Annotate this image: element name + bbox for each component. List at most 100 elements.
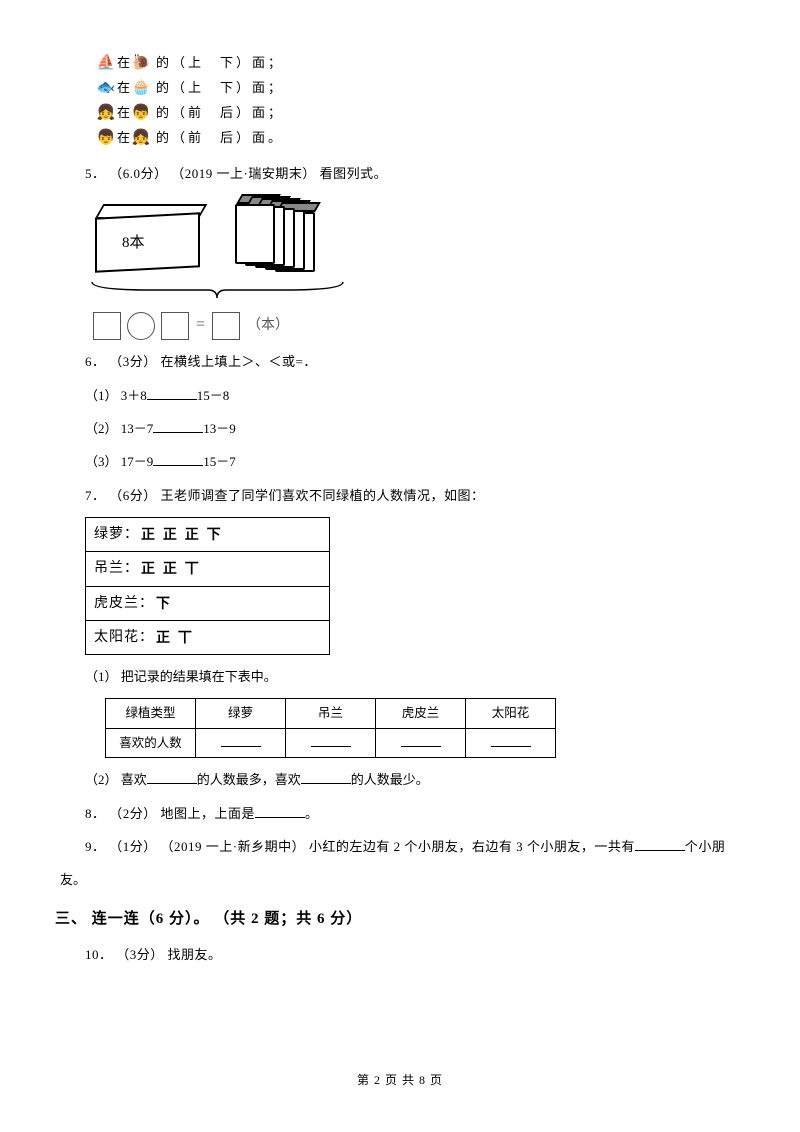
q-number: 5．: [85, 166, 106, 181]
table-header: 吊兰: [286, 699, 376, 729]
question-5: 5． （6.0分） （2019 一上·瑞安期末） 看图列式。: [85, 162, 745, 185]
blank-circle[interactable]: [127, 312, 155, 340]
fill-blank[interactable]: [311, 733, 351, 747]
file-icon: [235, 204, 275, 264]
fill-blank[interactable]: [635, 837, 685, 851]
table-row: 喜欢的人数: [106, 728, 556, 758]
q-points: （6.0分）: [109, 166, 167, 181]
q-points: （1分）: [109, 839, 157, 854]
item-left: 13－7: [121, 421, 154, 436]
fill-blank[interactable]: [255, 804, 305, 818]
icon-snail: 🐌: [130, 52, 152, 74]
icon-boy: 👦: [130, 102, 152, 124]
q-number: 9．: [85, 839, 106, 854]
fill-blank[interactable]: [153, 452, 203, 466]
equation-row: = （本）: [90, 311, 745, 340]
table-cell[interactable]: [466, 728, 556, 758]
page-footer: 第 2 页 共 8 页: [0, 1070, 800, 1092]
plant-name: 虎皮兰：: [94, 591, 154, 616]
text: 的人数最少。: [351, 772, 429, 787]
icon-boat: ⛵: [95, 52, 117, 74]
text: 在: [117, 126, 130, 149]
table-header: 虎皮兰: [376, 699, 466, 729]
equation-unit: （本）: [247, 313, 289, 338]
position-row: 👦 在 👧 的（前 后）面。: [95, 126, 745, 150]
item-label: （3）: [85, 454, 118, 469]
q6-item: （2） 13－7 13－9: [85, 417, 745, 440]
q-number: 8．: [85, 806, 106, 821]
tally-marks: 下: [156, 591, 172, 616]
icon-cake: 🧁: [130, 77, 152, 99]
tally-marks: 正 正 正 下: [141, 522, 223, 547]
q7-sub2: （2） 喜欢 的人数最多，喜欢 的人数最少。: [85, 768, 745, 791]
fill-blank[interactable]: [221, 733, 261, 747]
question-7: 7． （6分） 王老师调查了同学们喜欢不同绿植的人数情况，如图：: [85, 484, 745, 507]
table-cell[interactable]: [376, 728, 466, 758]
fill-blank[interactable]: [301, 770, 351, 784]
box-8: [95, 213, 200, 274]
position-exercise-block: ⛵ 在 🐌 的（上 下）面； 🐟 在 🧁 的（上 下）面； 👧 在 👦 的（前 …: [95, 51, 745, 150]
fill-blank[interactable]: [401, 733, 441, 747]
fill-blank[interactable]: [147, 386, 197, 400]
plant-name: 绿萝：: [94, 522, 139, 547]
q-text: 地图上，上面是: [161, 806, 256, 821]
q6-item: （1） 3＋815－8: [85, 384, 745, 407]
blank-square[interactable]: [212, 312, 240, 340]
table-cell[interactable]: [196, 728, 286, 758]
q-text: 小红的左边有 2 个小朋友，右边有 3 个小朋友，一共有: [309, 839, 635, 854]
blank-square[interactable]: [93, 312, 121, 340]
table-header: 绿植类型: [106, 699, 196, 729]
text: 个小朋: [685, 839, 726, 854]
tally-row: 太阳花： 正 丅: [86, 621, 329, 654]
q-source: （2019 一上·新乡期中）: [161, 839, 306, 854]
text: 的（前 后）面；: [156, 101, 284, 124]
q-text: 王老师调查了同学们喜欢不同绿植的人数情况，如图：: [161, 488, 485, 503]
question-6: 6． （3分） 在横线上填上＞、＜或=．: [85, 350, 745, 373]
plant-name: 吊兰：: [94, 556, 139, 581]
q-points: （6分）: [109, 488, 157, 503]
q-text: 找朋友。: [168, 947, 222, 962]
q7-sub1: （1） 把记录的结果填在下表中。: [85, 665, 745, 688]
text: 。: [305, 806, 319, 821]
table-header: 绿萝: [196, 699, 286, 729]
text: 在: [117, 51, 130, 74]
item-right: 13－9: [203, 421, 236, 436]
equals-sign: =: [196, 311, 205, 340]
position-row: 🐟 在 🧁 的（上 下）面；: [95, 76, 745, 100]
tally-row: 虎皮兰： 下: [86, 587, 329, 621]
fill-blank[interactable]: [491, 733, 531, 747]
tally-row: 绿萝： 正 正 正 下: [86, 518, 329, 552]
table-header-row: 绿植类型 绿萝 吊兰 虎皮兰 太阳花: [106, 699, 556, 729]
position-row: ⛵ 在 🐌 的（上 下）面；: [95, 51, 745, 75]
item-right: 15－8: [197, 388, 230, 403]
text: （2） 喜欢: [85, 772, 147, 787]
blank-square[interactable]: [161, 312, 189, 340]
data-table: 绿植类型 绿萝 吊兰 虎皮兰 太阳花 喜欢的人数: [105, 698, 556, 758]
icon-fish: 🐟: [95, 77, 117, 99]
item-left: 3＋8: [121, 388, 147, 403]
item-left: 17－9: [121, 454, 154, 469]
question-10: 10． （3分） 找朋友。: [85, 943, 745, 966]
tally-marks: 正 正 丅: [141, 556, 201, 581]
item-label: （2）: [85, 421, 118, 436]
fill-blank[interactable]: [153, 419, 203, 433]
table-row-label: 喜欢的人数: [106, 728, 196, 758]
q6-item: （3） 17－9 15－7: [85, 450, 745, 473]
fill-blank[interactable]: [147, 770, 197, 784]
figure-books: 8本: [90, 195, 350, 305]
text: 的人数最多，喜欢: [197, 772, 301, 787]
section-heading: 三、 连一连（6 分）。 （共 2 题；共 6 分）: [55, 906, 745, 933]
item-right: 15－7: [203, 454, 236, 469]
question-8: 8． （2分） 地图上，上面是。: [85, 802, 745, 825]
question-9-cont: 友。: [60, 868, 745, 891]
q-points: （3分）: [116, 947, 164, 962]
text: 的（上 下）面；: [156, 76, 284, 99]
q-points: （3分）: [109, 354, 157, 369]
q-text: 在横线上填上＞、＜或=．: [161, 354, 317, 369]
q-text: 看图列式。: [320, 166, 388, 181]
icon-boy: 👦: [95, 127, 117, 149]
q-number: 10．: [85, 947, 113, 962]
text: 的（前 后）面。: [156, 126, 284, 149]
tally-row: 吊兰： 正 正 丅: [86, 552, 329, 586]
table-cell[interactable]: [286, 728, 376, 758]
